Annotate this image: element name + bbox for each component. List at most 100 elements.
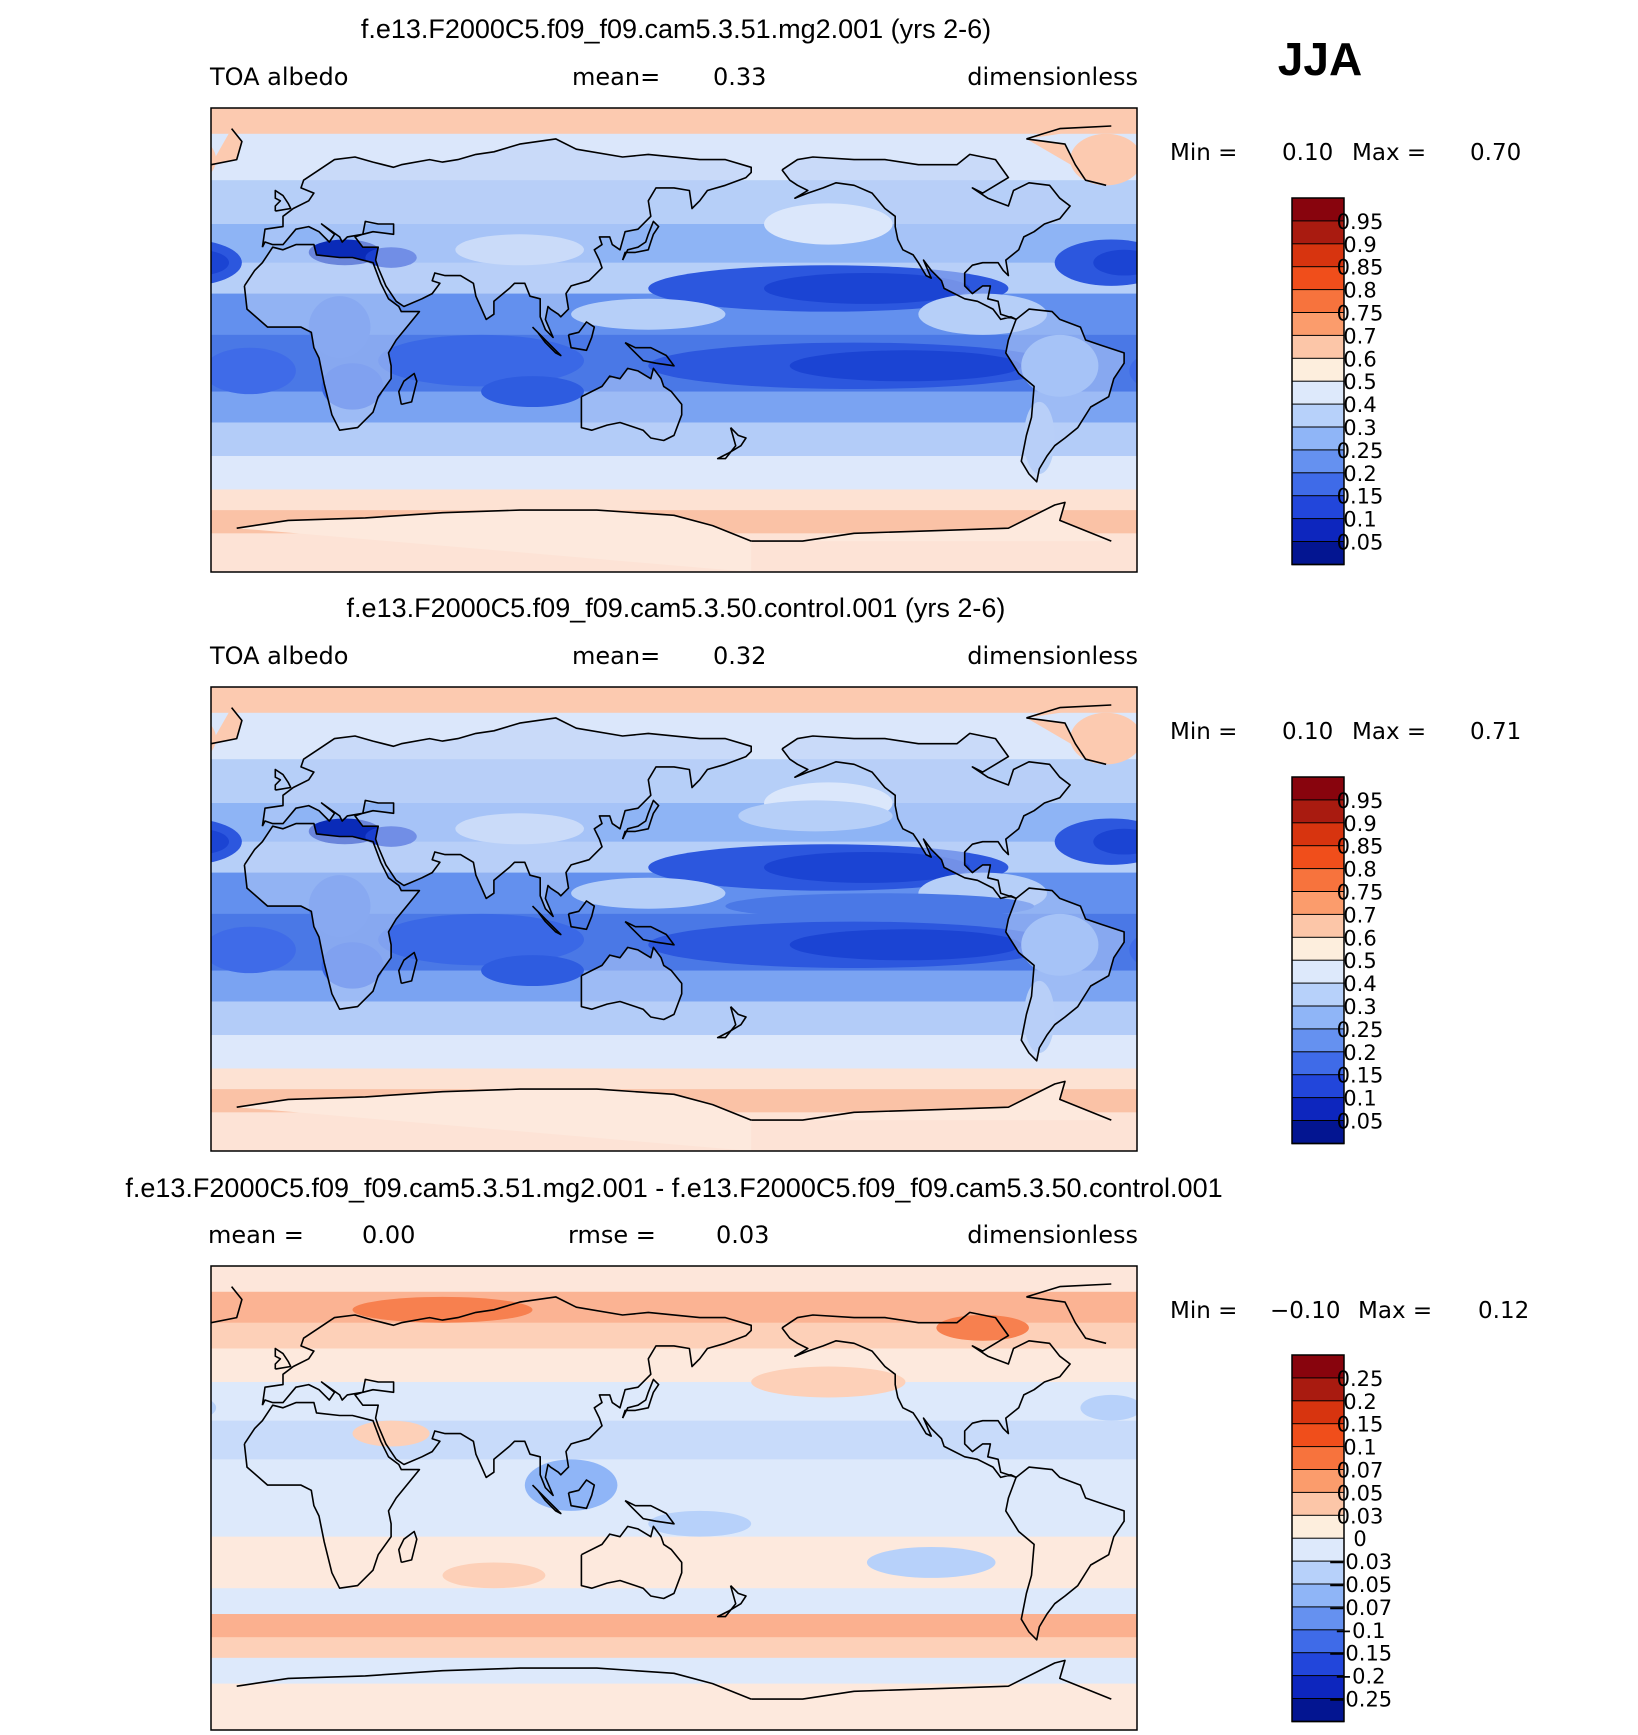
panel-1-title: f.e13.F2000C5.f09_f09.cam5.3.51.mg2.001 …: [361, 14, 991, 44]
field-anomaly: [0, 929, 95, 960]
coastline-greenland: [1026, 704, 1112, 719]
field-anomaly: [789, 350, 1022, 382]
field-anomaly: [1574, 922, 1638, 968]
colorbar-tick-label: −0.05: [1328, 1573, 1392, 1597]
land-shade: [751, 502, 1112, 542]
coastline-africa: [243, 822, 421, 1010]
colorbar-tick-label: 0.1: [1343, 1087, 1376, 1111]
colorbar-swatch: [1291, 936, 1345, 962]
field-band: [211, 1536, 1137, 1589]
colorbar-tick-label: 0.05: [1337, 531, 1384, 555]
coastline-borneo: [567, 900, 596, 931]
field-anomaly: [1497, 878, 1638, 909]
land-shade: [244, 244, 420, 431]
colorbar-tick-label: 0.8: [1343, 279, 1376, 303]
coastline-eurasia: [261, 138, 752, 339]
field-anomaly: [0, 922, 134, 968]
field-anomaly: [1235, 875, 1297, 937]
panel-1-min-value: 0.10: [1282, 140, 1333, 166]
colorbar-tick-label: 0.75: [1337, 881, 1384, 905]
colorbar-tick-label: 0.05: [1337, 1110, 1384, 1134]
panel-2: f.e13.F2000C5.f09_f09.cam5.3.50.control.…: [0, 593, 1638, 1152]
field-anomaly: [0, 873, 121, 914]
coastline-eurasia: [261, 717, 752, 918]
field-anomaly: [648, 1510, 752, 1537]
coastline-australia: [580, 367, 683, 442]
coastline-northamerica: [781, 732, 1071, 900]
coastline-antarctica: [236, 509, 752, 542]
field-anomaly: [1451, 1459, 1544, 1511]
colorbar-tick-label: 0.95: [1337, 789, 1384, 813]
panel-2-min-value: 0.10: [1282, 719, 1333, 745]
panel-3-mean-label: mean =: [208, 1221, 304, 1249]
field-band: [211, 1657, 1137, 1685]
field-anomaly: [10, 1315, 103, 1341]
panel-3-colorbar: 0.250.20.150.10.070.050.030−0.03−0.05−0.…: [1291, 1354, 1392, 1723]
field-anomaly: [211, 926, 296, 974]
colorbar-swatch: [1291, 959, 1345, 985]
panel-1-map-frame: [210, 107, 1138, 573]
field-anomaly: [1129, 937, 1137, 963]
panel-2-map-frame: [210, 686, 1138, 1152]
land-shade: [244, 823, 420, 1010]
field-band: [211, 1614, 1137, 1638]
panel-2-max-value: 0.71: [1470, 719, 1521, 745]
field-band: [211, 1382, 1137, 1422]
coastline-northamerica: [781, 1311, 1071, 1479]
coastline-greenland: [1026, 125, 1112, 140]
field-anomaly: [95, 335, 172, 397]
panel-3-rmse-value: 0.03: [716, 1221, 769, 1249]
colorbar-tick-label: 0.15: [1337, 485, 1384, 509]
coastline-nz: [716, 1006, 747, 1039]
field-band: [211, 1348, 1137, 1383]
coastline-greenland: [211, 1286, 243, 1324]
coastline-greenland: [211, 707, 243, 745]
coastline-newguinea: [624, 341, 675, 367]
coastline-greenland: [211, 128, 243, 166]
colorbar-tick-label: 0.3: [1343, 416, 1376, 440]
coastline-southamerica: [1005, 308, 1125, 483]
field-anomaly: [0, 294, 121, 335]
field-anomaly: [0, 273, 44, 304]
coastline-greenland: [1026, 1283, 1112, 1298]
field-anomaly: [751, 1366, 906, 1398]
coastline-southamerica: [1005, 887, 1125, 1062]
field-anomaly: [524, 1459, 618, 1511]
land-shade: [236, 1089, 752, 1151]
coastline-antarctica: [236, 1667, 752, 1700]
field-anomaly: [1381, 813, 1510, 844]
coastline-greenland: [1026, 717, 1107, 766]
colorbar-tick-label: 0.4: [1343, 972, 1376, 996]
land-shade: [1026, 705, 1112, 718]
colorbar-tick-label: 0.25: [1337, 1367, 1384, 1391]
land-shade: [782, 733, 1071, 899]
colorbar-tick-label: 0.2: [1343, 1041, 1376, 1065]
land-shade: [1026, 717, 1107, 765]
field-anomaly: [1070, 133, 1137, 186]
colorbar-tick-label: −0.15: [1328, 1642, 1392, 1666]
field-band: [211, 1266, 1137, 1293]
colorbar-tick-label: 0.25: [1337, 439, 1384, 463]
colorbar-tick-label: 0.03: [1337, 1504, 1384, 1528]
colorbar-swatch: [1291, 982, 1345, 1007]
panel-3-map-frame: [210, 1265, 1138, 1731]
colorbar-tick-label: 0.7: [1343, 903, 1376, 927]
field-anomaly: [211, 725, 217, 752]
field-anomaly: [1129, 358, 1137, 384]
coastline-australia: [580, 946, 683, 1021]
panel-1-min-label: Min =: [1170, 140, 1237, 166]
panel-2-units: dimensionless: [967, 642, 1138, 670]
panel-1-units: dimensionless: [967, 63, 1138, 91]
coastline-greenland: [1026, 138, 1107, 187]
field-anomaly: [571, 298, 726, 330]
coastline-japan: [621, 1378, 660, 1419]
colorbar-frame: [1291, 197, 1345, 566]
field-anomaly: [725, 893, 1035, 919]
panel-3: f.e13.F2000C5.f09_f09.cam5.3.51.mg2.001 …: [10, 1173, 1544, 1731]
colorbar-tick-label: 0.5: [1343, 949, 1376, 973]
field-anomaly: [764, 272, 970, 304]
field-band: [211, 1637, 1137, 1659]
coastline-japan: [621, 799, 660, 840]
field-anomaly: [0, 852, 44, 883]
